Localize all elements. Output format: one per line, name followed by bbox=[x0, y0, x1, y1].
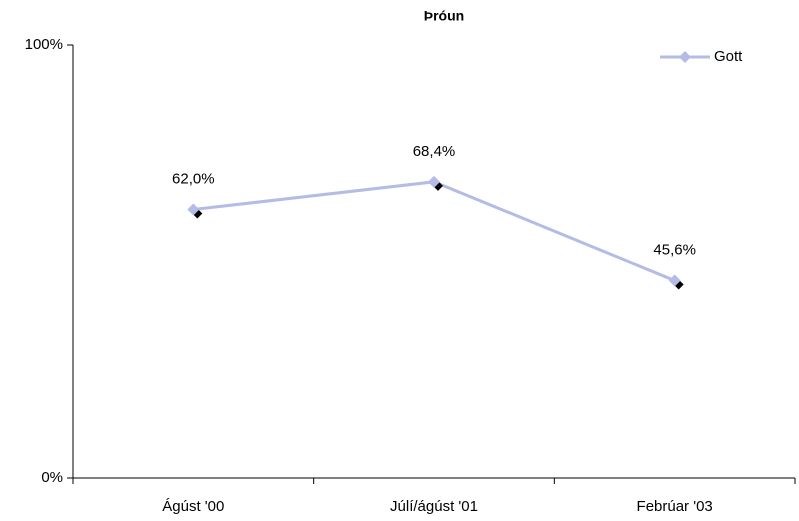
data-label: 68,4% bbox=[413, 143, 456, 160]
data-label: 62,0% bbox=[172, 171, 215, 188]
data-label: 45,6% bbox=[653, 242, 696, 259]
y-tick-label: 100% bbox=[25, 36, 63, 53]
chart-title: Þróun bbox=[424, 8, 464, 24]
marker bbox=[187, 203, 200, 216]
series-line bbox=[193, 180, 676, 282]
x-tick-label: Febrúar '03 bbox=[637, 498, 713, 515]
marker bbox=[428, 175, 440, 188]
legend-label: Gott bbox=[714, 48, 743, 65]
marker bbox=[668, 274, 681, 287]
x-tick-label: Júlí/ágúst '01 bbox=[390, 498, 478, 515]
legend-marker bbox=[679, 51, 691, 63]
x-tick-label: Ágúst '00 bbox=[162, 498, 224, 515]
y-tick-label: 0% bbox=[41, 469, 63, 486]
